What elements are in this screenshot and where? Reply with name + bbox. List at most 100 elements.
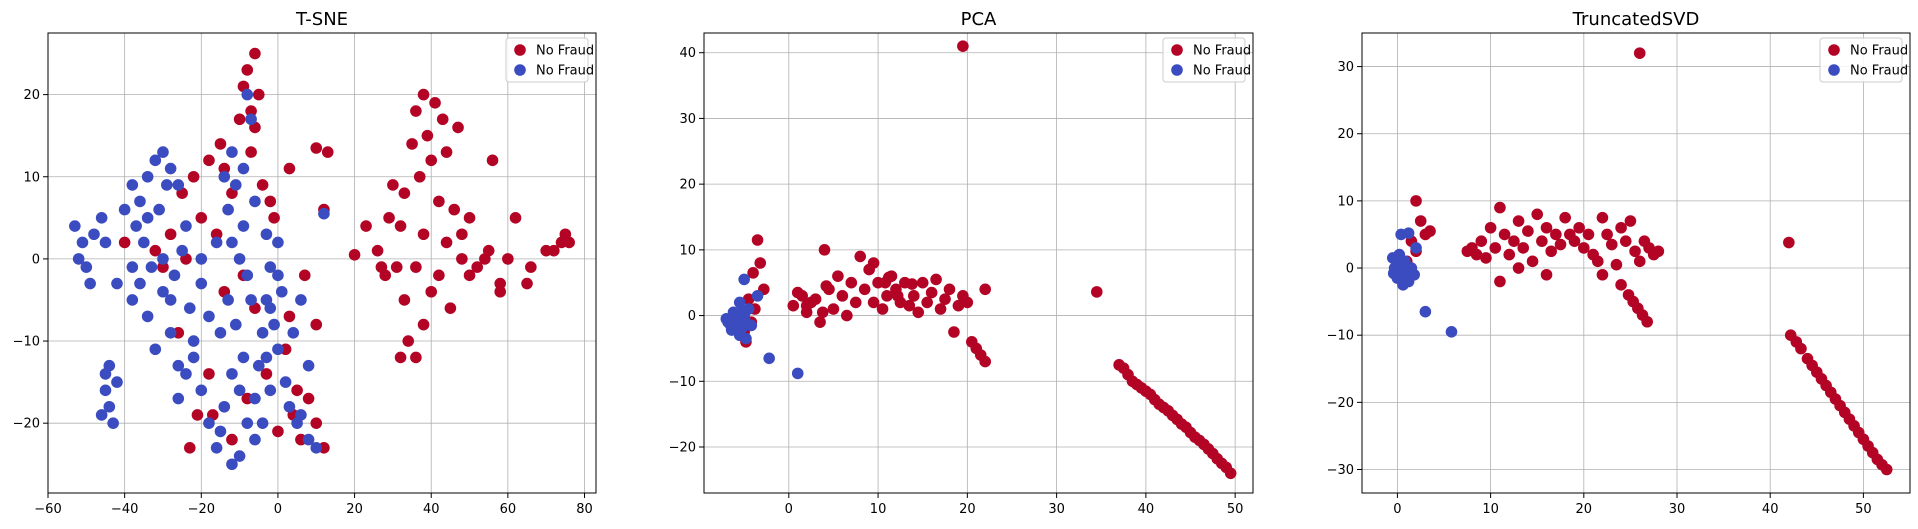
data-point-red bbox=[882, 271, 895, 284]
data-point-red bbox=[1090, 286, 1103, 298]
data-point-blue bbox=[195, 384, 208, 397]
data-point-red bbox=[1652, 245, 1665, 258]
data-point-red bbox=[800, 299, 813, 312]
data-point-red bbox=[521, 277, 533, 290]
data-point-blue bbox=[187, 351, 200, 364]
data-point-red bbox=[1498, 228, 1511, 241]
data-point-blue bbox=[256, 417, 269, 429]
data-point-red bbox=[440, 146, 453, 158]
data-point-red bbox=[456, 253, 468, 265]
data-point-red bbox=[371, 244, 384, 257]
data-point-blue bbox=[1394, 264, 1407, 276]
data-point-red bbox=[814, 316, 826, 328]
data-point-red bbox=[1480, 252, 1492, 264]
data-point-red bbox=[302, 392, 315, 405]
data-point-blue bbox=[107, 417, 119, 429]
data-point-red bbox=[1484, 221, 1497, 234]
data-point-red bbox=[1605, 238, 1618, 251]
data-point-blue bbox=[241, 417, 254, 429]
data-point-blue bbox=[180, 220, 192, 232]
data-point-blue bbox=[172, 392, 185, 405]
data-point-blue bbox=[157, 253, 169, 265]
data-point-red bbox=[1610, 258, 1623, 271]
x-tick-label: 20 bbox=[346, 502, 363, 517]
data-point-red bbox=[1568, 235, 1581, 247]
data-point-red bbox=[440, 236, 453, 249]
data-point-blue bbox=[791, 367, 804, 380]
data-point-blue bbox=[302, 433, 315, 446]
data-point-red bbox=[456, 228, 468, 241]
legend-label: No Fraud bbox=[1850, 44, 1908, 59]
data-point-red bbox=[1629, 245, 1641, 258]
data-point-blue bbox=[241, 269, 254, 282]
y-tick-label: 30 bbox=[679, 112, 696, 127]
data-point-red bbox=[1224, 467, 1237, 480]
x-tick-label: −20 bbox=[188, 502, 215, 517]
x-tick-label: 80 bbox=[576, 502, 593, 517]
data-point-red bbox=[1503, 248, 1516, 261]
data-point-blue bbox=[183, 302, 196, 314]
y-tick-label: −10 bbox=[13, 335, 40, 350]
y-tick-label: 10 bbox=[23, 170, 40, 185]
data-point-red bbox=[256, 179, 269, 191]
data-point-blue bbox=[738, 273, 750, 286]
data-point-red bbox=[1633, 255, 1646, 268]
legend-label: No Fraud bbox=[1193, 64, 1251, 79]
data-point-blue bbox=[72, 253, 85, 265]
data-point-blue bbox=[260, 351, 273, 364]
data-point-red bbox=[421, 129, 434, 142]
data-point-blue bbox=[203, 417, 215, 429]
data-point-blue bbox=[763, 352, 775, 365]
data-point-red bbox=[118, 236, 131, 249]
data-point-red bbox=[881, 290, 893, 302]
data-point-red bbox=[425, 285, 438, 298]
x-tick-label: 20 bbox=[1576, 502, 1593, 517]
data-point-red bbox=[787, 299, 800, 312]
data-point-red bbox=[841, 309, 853, 322]
data-point-blue bbox=[134, 195, 146, 208]
data-point-red bbox=[417, 88, 430, 101]
data-point-red bbox=[1522, 225, 1534, 237]
data-point-red bbox=[195, 212, 208, 224]
data-point-blue bbox=[95, 409, 108, 421]
data-point-blue bbox=[103, 400, 116, 413]
y-tick-label: 0 bbox=[32, 252, 40, 267]
data-point-red bbox=[1540, 268, 1553, 281]
data-point-red bbox=[233, 113, 246, 126]
data-point-blue bbox=[1393, 248, 1406, 261]
data-point-red bbox=[1633, 47, 1646, 59]
data-point-blue bbox=[287, 327, 300, 339]
data-point-red bbox=[360, 220, 372, 232]
data-points bbox=[720, 40, 1237, 480]
x-tick-label: 40 bbox=[423, 502, 440, 517]
data-point-red bbox=[260, 368, 273, 380]
data-point-blue bbox=[245, 294, 257, 306]
data-point-blue bbox=[1402, 227, 1415, 239]
data-point-blue bbox=[295, 294, 307, 306]
chart-title: TruncatedSVD bbox=[1572, 9, 1700, 30]
data-point-red bbox=[747, 267, 759, 279]
data-point-blue bbox=[268, 318, 280, 331]
data-point-red bbox=[417, 318, 430, 331]
data-point-red bbox=[479, 253, 491, 265]
data-point-red bbox=[906, 278, 918, 290]
legend-box bbox=[505, 37, 589, 83]
data-point-blue bbox=[279, 376, 292, 388]
data-point-red bbox=[494, 277, 507, 290]
data-point-blue bbox=[310, 442, 323, 454]
data-point-red bbox=[410, 105, 422, 117]
data-point-red bbox=[867, 296, 880, 309]
chart-tsne: −60 −40 −20 0 20 40 60 80 −20 −10 0 10 20 T-SNE No Fra… bbox=[13, 9, 597, 517]
x-tick-label: −40 bbox=[111, 502, 138, 517]
x-tick-label: 50 bbox=[1855, 502, 1872, 517]
data-point-blue bbox=[88, 228, 100, 241]
data-point-blue bbox=[272, 236, 284, 249]
data-point-red bbox=[245, 146, 257, 158]
data-point-blue bbox=[222, 203, 234, 216]
data-point-blue bbox=[195, 253, 208, 265]
data-point-red bbox=[183, 442, 196, 454]
data-point-blue bbox=[249, 433, 261, 446]
data-point-blue bbox=[1408, 268, 1420, 281]
data-points bbox=[69, 47, 575, 471]
data-point-red bbox=[751, 234, 764, 246]
